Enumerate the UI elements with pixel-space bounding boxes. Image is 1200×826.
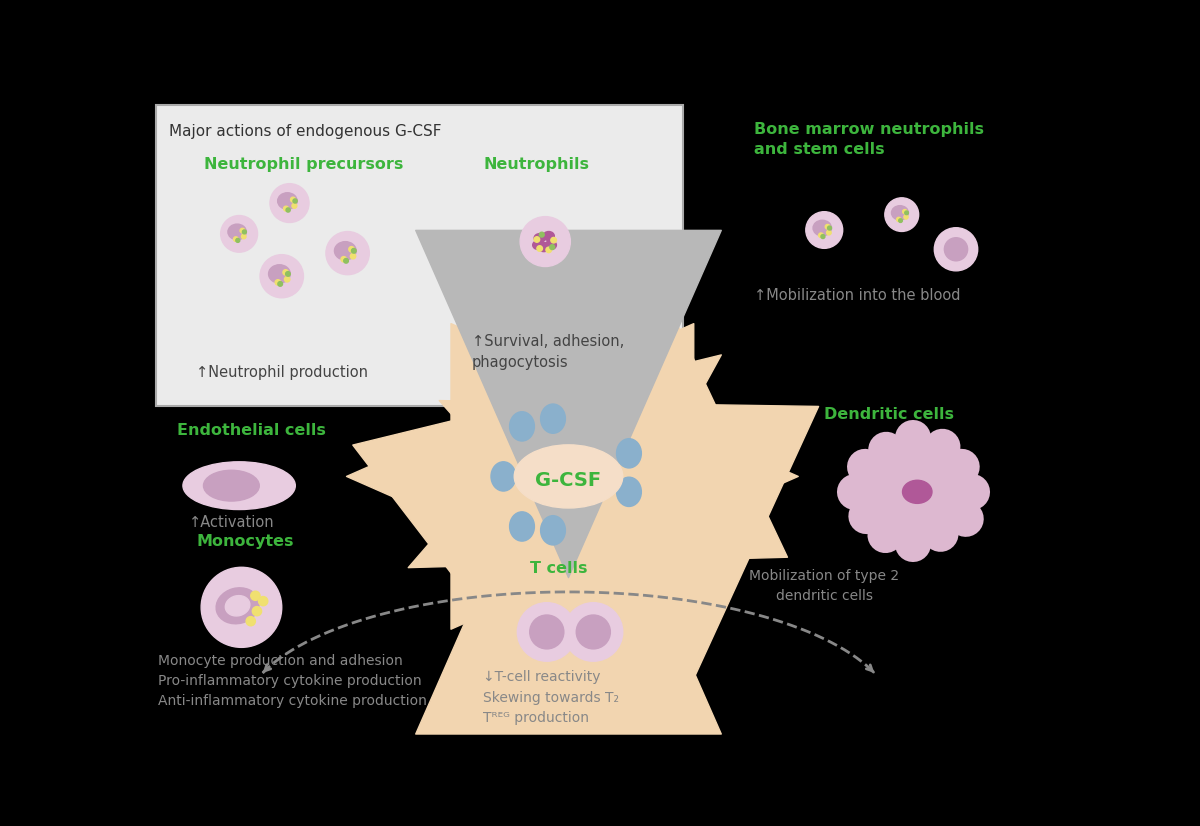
Ellipse shape <box>491 462 516 491</box>
Circle shape <box>520 216 570 267</box>
Circle shape <box>551 237 557 243</box>
Circle shape <box>818 233 823 238</box>
Ellipse shape <box>545 240 557 249</box>
Text: G-CSF: G-CSF <box>535 471 601 490</box>
Ellipse shape <box>814 221 832 236</box>
Ellipse shape <box>269 265 290 283</box>
Text: Monocytes: Monocytes <box>197 534 294 549</box>
Circle shape <box>534 237 540 242</box>
Circle shape <box>236 239 240 242</box>
Text: Dendritic cells: Dendritic cells <box>824 407 954 422</box>
Text: ↑Neutrophil production: ↑Neutrophil production <box>197 365 368 380</box>
Circle shape <box>350 254 355 259</box>
Circle shape <box>252 606 262 616</box>
Ellipse shape <box>902 480 932 503</box>
Ellipse shape <box>617 477 641 506</box>
Circle shape <box>234 237 238 241</box>
Ellipse shape <box>216 588 259 624</box>
Circle shape <box>827 230 832 235</box>
Circle shape <box>826 225 830 229</box>
Circle shape <box>221 216 258 252</box>
Circle shape <box>246 616 256 626</box>
Circle shape <box>536 245 542 251</box>
Circle shape <box>202 567 282 648</box>
Ellipse shape <box>539 243 550 252</box>
Circle shape <box>896 217 901 221</box>
Circle shape <box>576 615 611 649</box>
Text: Bone marrow neutrophils
and stem cells: Bone marrow neutrophils and stem cells <box>755 122 984 157</box>
Circle shape <box>546 247 552 253</box>
Circle shape <box>260 254 304 298</box>
Text: ↓T-cell reactivity
Skewing towards T₂
Tᴿᴱᴳ production: ↓T-cell reactivity Skewing towards T₂ Tᴿ… <box>484 671 619 724</box>
Ellipse shape <box>510 411 534 441</box>
Text: T cells: T cells <box>529 561 587 576</box>
Circle shape <box>806 211 842 249</box>
Ellipse shape <box>277 192 298 209</box>
Circle shape <box>278 282 282 287</box>
Circle shape <box>349 247 354 252</box>
Ellipse shape <box>228 224 246 240</box>
Circle shape <box>352 249 356 253</box>
Circle shape <box>242 230 246 234</box>
Ellipse shape <box>617 439 641 468</box>
Circle shape <box>550 244 554 249</box>
Circle shape <box>905 211 908 215</box>
Circle shape <box>286 272 290 276</box>
Ellipse shape <box>204 470 259 501</box>
Circle shape <box>343 259 348 263</box>
Ellipse shape <box>226 596 250 616</box>
Circle shape <box>884 197 919 231</box>
Text: Endothelial cells: Endothelial cells <box>178 423 326 438</box>
Circle shape <box>902 210 907 214</box>
Text: ↑Mobilization into the blood: ↑Mobilization into the blood <box>755 287 961 303</box>
Circle shape <box>899 219 902 222</box>
Ellipse shape <box>544 231 554 240</box>
Circle shape <box>258 596 268 605</box>
Text: Monocyte production and adhesion
Pro-inflammatory cytokine production
Anti-infla: Monocyte production and adhesion Pro-inf… <box>157 653 427 708</box>
Circle shape <box>283 206 288 211</box>
Text: Mobilization of type 2
dendritic cells: Mobilization of type 2 dendritic cells <box>749 569 899 603</box>
FancyBboxPatch shape <box>156 105 683 406</box>
Ellipse shape <box>541 515 565 545</box>
Circle shape <box>539 232 545 237</box>
Ellipse shape <box>534 234 545 243</box>
Text: Major actions of endogenous G-CSF: Major actions of endogenous G-CSF <box>169 124 442 139</box>
Ellipse shape <box>533 240 544 249</box>
Circle shape <box>564 603 623 662</box>
Ellipse shape <box>335 242 356 260</box>
Circle shape <box>529 615 564 649</box>
Circle shape <box>517 603 576 662</box>
Circle shape <box>935 228 978 271</box>
Circle shape <box>341 257 347 262</box>
Circle shape <box>944 238 967 261</box>
Ellipse shape <box>892 206 908 220</box>
Text: Neutrophils: Neutrophils <box>484 157 589 172</box>
Ellipse shape <box>541 404 565 434</box>
Circle shape <box>874 452 954 532</box>
Circle shape <box>292 203 296 208</box>
Circle shape <box>283 269 288 275</box>
Circle shape <box>904 215 908 219</box>
Circle shape <box>828 226 832 230</box>
Circle shape <box>284 277 290 282</box>
Circle shape <box>326 231 370 275</box>
Circle shape <box>241 235 246 239</box>
Ellipse shape <box>515 445 623 508</box>
Circle shape <box>270 183 310 222</box>
Circle shape <box>293 199 298 203</box>
Circle shape <box>290 197 295 202</box>
Circle shape <box>251 591 260 601</box>
Circle shape <box>821 235 824 239</box>
Circle shape <box>286 208 290 212</box>
Text: Neutrophil precursors: Neutrophil precursors <box>204 157 403 172</box>
Text: ↑Survival, adhesion,
phagocytosis: ↑Survival, adhesion, phagocytosis <box>472 334 624 370</box>
Circle shape <box>240 228 245 233</box>
Circle shape <box>275 280 281 285</box>
Text: ↑Activation: ↑Activation <box>188 515 275 530</box>
Ellipse shape <box>510 512 534 541</box>
Ellipse shape <box>182 462 295 510</box>
